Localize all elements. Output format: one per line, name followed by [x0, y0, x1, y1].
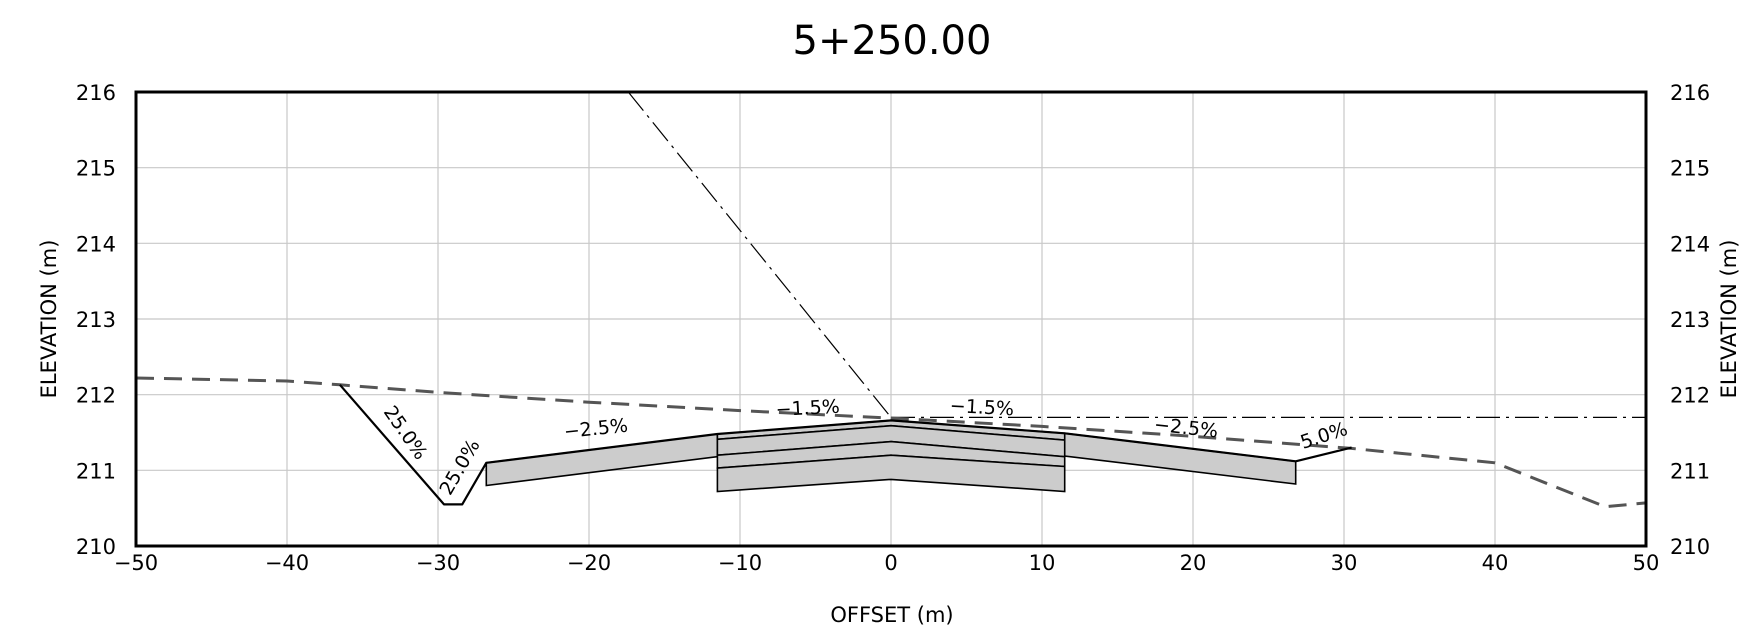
- y-tick-label-right: 210: [1670, 535, 1710, 559]
- x-tick-labels: −50 −40 −30 −20 −10 0 10 20 30 40 50: [114, 551, 1660, 575]
- slope-label: −1.5%: [775, 396, 840, 421]
- slope-label: −2.5%: [1153, 414, 1219, 443]
- y-tick-label-left: 211: [76, 459, 116, 483]
- slope-label: 25.0%: [379, 402, 432, 464]
- x-tick-label: 0: [884, 551, 897, 575]
- plot-frame: [134, 90, 1648, 548]
- x-tick-label: −10: [718, 551, 762, 575]
- y-tick-label-left: 212: [76, 384, 116, 408]
- y-tick-label-right: 215: [1670, 157, 1710, 181]
- y-tick-label-left: 210: [76, 535, 116, 559]
- section-lines: [135, 91, 1647, 509]
- slope-label: 25.0%: [435, 436, 484, 499]
- y-tick-labels: 210 210 211 211 212 212 213 213 214 214 215 215 216 2…: [76, 81, 1710, 559]
- y-tick-label-left: 214: [76, 232, 116, 256]
- pavement-layers: [485, 419, 1297, 493]
- x-tick-label: −30: [416, 551, 460, 575]
- x-tick-label: −50: [114, 551, 158, 575]
- y-tick-label-right: 211: [1670, 459, 1710, 483]
- x-tick-label: 40: [1482, 551, 1509, 575]
- x-tick-label: −20: [567, 551, 611, 575]
- slope-label: −2.5%: [563, 415, 629, 444]
- pavement-layer: [485, 433, 719, 487]
- y-tick-label-left: 215: [76, 157, 116, 181]
- x-tick-label: 10: [1029, 551, 1056, 575]
- y-tick-label-right: 216: [1670, 81, 1710, 105]
- y-tick-label-left: 216: [76, 81, 116, 105]
- x-tick-label: 20: [1180, 551, 1207, 575]
- slope-label: −1.5%: [949, 395, 1014, 420]
- x-tick-label: 50: [1633, 551, 1660, 575]
- station-title: 5+250.00: [793, 18, 992, 64]
- reference-line: [627, 91, 892, 418]
- y-tick-label-right: 212: [1670, 384, 1710, 408]
- design-surface-line: [339, 384, 1352, 506]
- x-axis-label: OFFSET (m): [830, 603, 953, 627]
- pavement-layer: [716, 454, 1066, 493]
- x-tick-label: 30: [1331, 551, 1358, 575]
- y-tick-label-right: 213: [1670, 308, 1710, 332]
- y-tick-label-right: 214: [1670, 232, 1710, 256]
- y-axis-label-right: ELEVATION (m): [1717, 240, 1741, 399]
- y-axis-label-left: ELEVATION (m): [37, 240, 61, 399]
- y-tick-label-left: 213: [76, 308, 116, 332]
- x-tick-label: −40: [265, 551, 309, 575]
